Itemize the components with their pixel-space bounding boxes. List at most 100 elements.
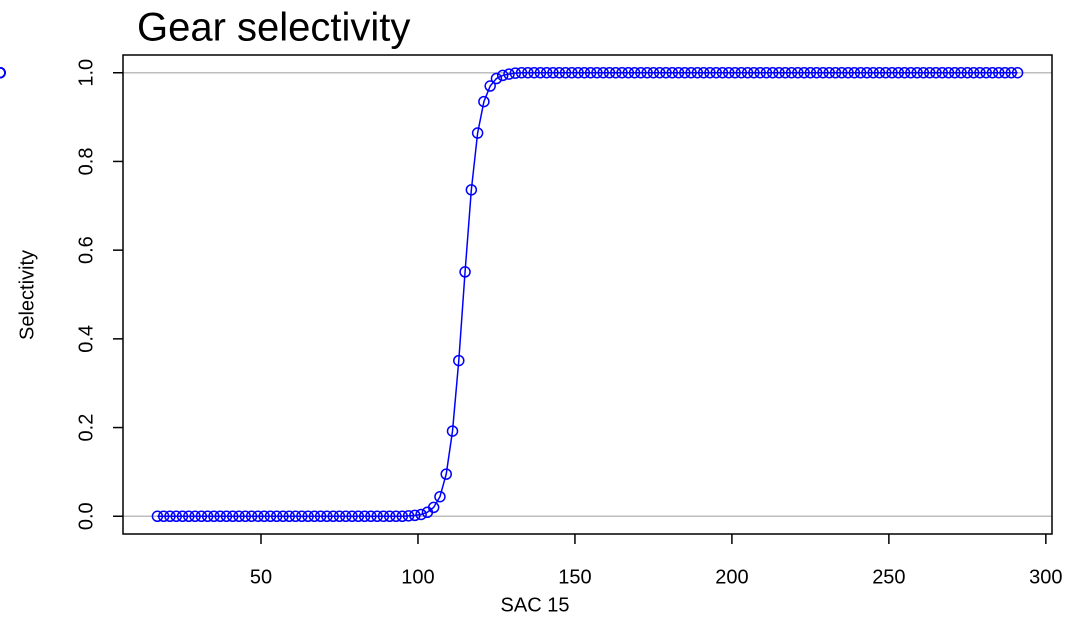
data-point: [591, 66, 603, 79]
data-point: [528, 66, 540, 79]
data-point: [861, 66, 873, 79]
data-point: [371, 510, 383, 523]
data-point: [245, 510, 258, 523]
data-point: [993, 66, 1005, 79]
data-point: [327, 510, 339, 523]
data-point: [459, 266, 471, 278]
data-point: [735, 66, 748, 79]
data-point: [748, 66, 760, 79]
y-axis-label: Selectivity: [16, 250, 38, 340]
x-tick-label: 150: [558, 566, 591, 588]
data-point: [986, 66, 999, 79]
y-tick-label: 0.6: [75, 236, 97, 264]
data-point: [365, 510, 377, 523]
data-point: [522, 66, 534, 79]
data-point: [566, 66, 578, 79]
data-point: [666, 66, 679, 79]
x-tick-label: 100: [401, 566, 434, 588]
data-point: [647, 66, 660, 79]
x-axis-label: SAC 15: [501, 594, 570, 616]
x-tick-label: 300: [1029, 566, 1062, 588]
data-point: [0, 66, 6, 79]
data-point: [836, 66, 848, 79]
data-point: [346, 510, 358, 523]
data-point: [810, 66, 823, 79]
x-tick-label: 200: [715, 566, 748, 588]
data-point: [377, 510, 390, 523]
data-point: [214, 510, 226, 523]
data-point: [553, 66, 565, 79]
data-point: [578, 66, 591, 79]
data-point: [358, 510, 371, 523]
data-point: [427, 501, 440, 514]
data-point: [289, 510, 302, 523]
data-point: [949, 66, 961, 79]
y-tick-label: 0.0: [75, 502, 97, 530]
data-point: [792, 66, 804, 79]
data-point: [509, 67, 522, 79]
data-point: [314, 510, 327, 523]
data-point: [785, 66, 798, 79]
y-tick-label: 1.0: [75, 59, 97, 87]
data-point: [503, 68, 515, 80]
data-point: [540, 66, 553, 79]
data-point: [465, 184, 478, 196]
data-point: [660, 66, 672, 79]
data-point: [584, 66, 597, 79]
data-point: [961, 66, 974, 79]
data-point: [672, 66, 685, 79]
data-point: [352, 510, 365, 523]
data-point: [716, 66, 729, 79]
data-point: [220, 510, 233, 523]
data-point: [176, 510, 189, 523]
data-point: [559, 66, 572, 79]
data-point: [440, 468, 452, 480]
data-point: [848, 66, 861, 79]
data-point: [955, 66, 967, 79]
data-point: [515, 66, 528, 79]
data-point: [189, 510, 201, 523]
data-point: [635, 66, 647, 79]
data-point: [691, 66, 704, 79]
data-point: [333, 510, 346, 523]
data-point: [227, 510, 239, 523]
data-point: [277, 510, 289, 523]
data-point: [641, 66, 653, 79]
data-point: [898, 66, 911, 79]
data-point: [239, 510, 252, 523]
x-tick-label: 250: [872, 566, 905, 588]
data-point: [402, 510, 415, 522]
data-point: [873, 66, 886, 79]
data-point: [842, 66, 854, 79]
data-point: [867, 66, 879, 79]
data-point: [798, 66, 810, 79]
data-point: [547, 66, 559, 79]
chart-title: Gear selectivity: [137, 6, 410, 50]
data-point: [823, 66, 835, 79]
data-point: [930, 66, 942, 79]
data-point: [321, 510, 333, 523]
data-point: [308, 510, 321, 523]
data-point: [911, 66, 923, 79]
data-point: [773, 66, 785, 79]
data-point: [496, 69, 509, 82]
data-point: [879, 66, 892, 79]
data-point: [679, 66, 691, 79]
data-point: [610, 66, 622, 79]
data-point: [685, 66, 697, 79]
data-point: [252, 510, 264, 523]
data-point: [258, 510, 270, 523]
data-point: [478, 95, 490, 108]
data-point: [453, 354, 465, 367]
data-point: [936, 66, 948, 79]
data-point: [490, 72, 503, 85]
y-tick-label: 0.4: [75, 325, 97, 353]
data-point: [729, 66, 741, 79]
data-point: [653, 66, 666, 79]
data-point: [616, 66, 628, 79]
data-point: [704, 66, 716, 79]
data-point: [829, 66, 842, 79]
data-point: [754, 66, 766, 79]
data-point: [766, 66, 779, 79]
data-point: [415, 508, 427, 521]
